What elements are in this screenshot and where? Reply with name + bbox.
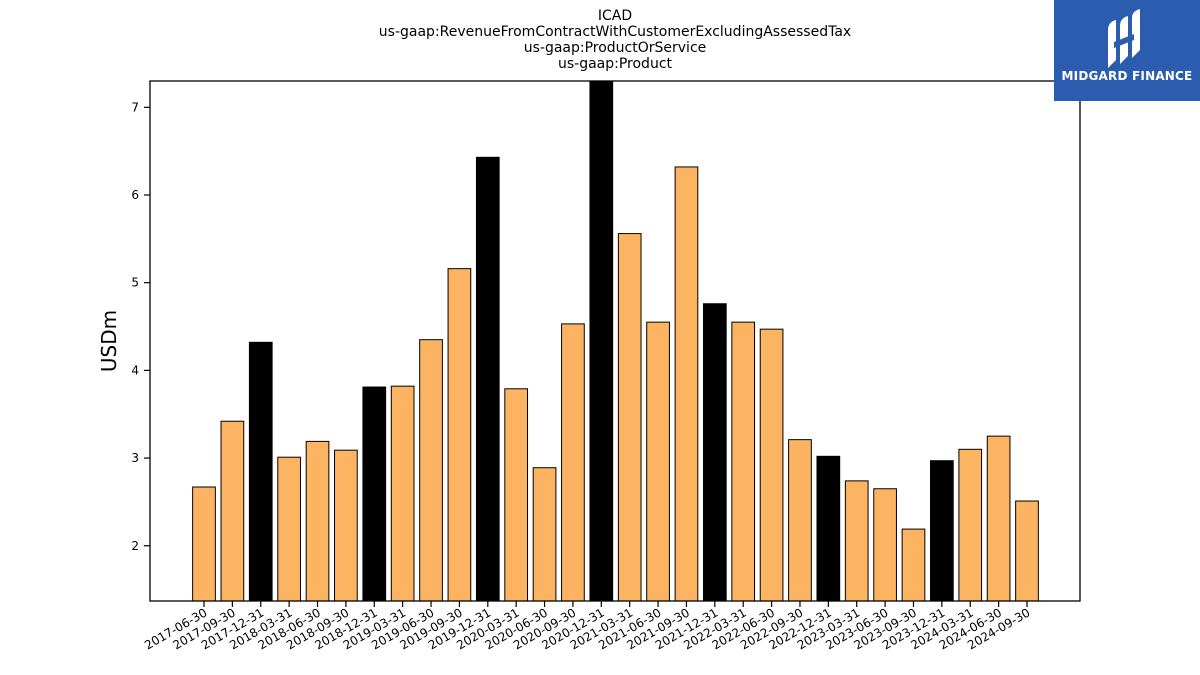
title-line: ICAD — [598, 8, 632, 24]
bar-2018-12-31 — [362, 386, 387, 601]
bar-2020-09-30 — [561, 323, 585, 601]
y-tick-label: 3 — [131, 451, 139, 465]
bar-2018-06-30 — [305, 440, 330, 601]
bar-2019-03-31 — [390, 385, 415, 601]
y-tick-label: 6 — [131, 188, 139, 202]
bar-2019-12-31 — [475, 156, 500, 601]
bar-2017-06-30 — [192, 486, 216, 601]
bar-2020-03-31 — [504, 388, 529, 601]
y-tick-label: 7 — [131, 100, 139, 114]
logo-text: MIDGARD FINANCE — [1061, 69, 1193, 83]
bar-2024-06-30 — [986, 435, 1011, 601]
bar-2022-03-31 — [731, 321, 756, 601]
bar-2021-12-31 — [702, 303, 727, 601]
bar-2022-09-30 — [788, 439, 812, 601]
logo: MIDGARD FINANCE — [1054, 0, 1200, 101]
bar-2019-09-30 — [447, 268, 472, 601]
bar-2022-06-30 — [759, 328, 784, 601]
bar-2021-09-30 — [674, 166, 699, 601]
y-tick-label: 5 — [131, 276, 139, 290]
y-tick-label: 4 — [131, 363, 139, 377]
bar-2018-09-30 — [334, 449, 358, 601]
bars — [192, 81, 1039, 601]
y-axis: 2 3 4 5 6 7 — [131, 100, 150, 553]
title-line: us-gaap:ProductOrService — [524, 40, 707, 56]
title-line: us-gaap:Product — [558, 56, 673, 72]
chart-title: ICADus-gaap:RevenueFromContractWithCusto… — [379, 8, 851, 72]
bar-2023-03-31 — [844, 480, 869, 601]
bar-2023-09-30 — [901, 528, 926, 601]
title-line: us-gaap:RevenueFromContractWithCustomerE… — [379, 24, 851, 40]
bar-2021-06-30 — [646, 321, 670, 601]
bar-2024-09-30 — [1015, 500, 1039, 601]
bar-2022-12-31 — [816, 455, 841, 601]
bar-2023-06-30 — [873, 488, 897, 601]
bar-2024-03-31 — [958, 448, 983, 601]
bar-2020-06-30 — [532, 467, 557, 601]
bar-2019-06-30 — [419, 339, 443, 601]
y-tick-label: 2 — [131, 539, 139, 553]
y-axis-label: USDm — [97, 310, 121, 372]
bar-2021-03-31 — [617, 233, 642, 601]
x-axis: 2017-06-302017-09-302017-12-312018-03-31… — [142, 601, 1033, 652]
bar-2017-09-30 — [220, 420, 245, 601]
bar-2020-12-31 — [589, 81, 614, 601]
bar-2018-03-31 — [277, 456, 301, 601]
bar-2023-12-31 — [930, 460, 954, 601]
logo-mark-icon — [1108, 9, 1140, 68]
bar-2017-12-31 — [248, 341, 273, 601]
plot-frame — [149, 80, 1081, 602]
